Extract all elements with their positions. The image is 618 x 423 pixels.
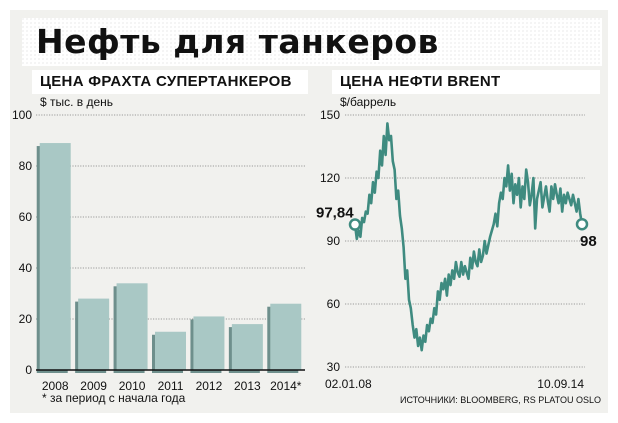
bar xyxy=(78,298,110,370)
start-marker xyxy=(348,218,362,231)
line-y-tick-label: 120 xyxy=(320,171,340,185)
line-y-tick-label: 150 xyxy=(320,108,340,122)
bar-x-tick-label: 2013 xyxy=(234,379,261,393)
title-texture xyxy=(22,18,602,66)
end-value-label: 98 xyxy=(580,233,597,250)
page-title: Нефть для танкеров xyxy=(36,22,439,61)
bar xyxy=(116,283,148,370)
left-chart-title: ЦЕНА ФРАХТА СУПЕРТАНКЕРОВ xyxy=(40,73,292,90)
bar-x-tick-label: 2010 xyxy=(119,379,146,393)
left-chart-unit: $ тыс. в день xyxy=(40,95,114,109)
line-y-tick-label: 60 xyxy=(327,297,341,311)
left-chart-title-bar: ЦЕНА ФРАХТА СУПЕРТАНКЕРОВ xyxy=(32,70,308,94)
line-x-end-label: 10.09.14 xyxy=(537,377,584,391)
line-y-tick-label: 90 xyxy=(327,234,341,248)
bar xyxy=(193,316,225,370)
brent-price-line xyxy=(353,122,584,352)
bar-x-tick-label: 2011 xyxy=(158,379,184,393)
right-chart-unit: $/баррель xyxy=(340,95,397,109)
end-marker xyxy=(575,217,589,231)
bar-x-tick-label: 2009 xyxy=(80,379,107,393)
right-chart-title: ЦЕНА НЕФТИ BRENT xyxy=(340,73,501,90)
footnote: * за период с начала года xyxy=(42,391,186,405)
bar-y-tick-label: 100 xyxy=(12,108,32,122)
bar-y-tick-label: 80 xyxy=(19,159,33,173)
title-bar: Нефть для танкеров xyxy=(22,18,602,66)
bar xyxy=(39,143,71,370)
bar-y-tick-label: 40 xyxy=(19,261,33,275)
line-y-tick-label: 30 xyxy=(327,360,341,374)
bar xyxy=(155,331,186,370)
right-chart-title-bar: ЦЕНА НЕФТИ BRENT xyxy=(332,70,600,94)
bar xyxy=(231,324,263,370)
source-note: ИСТОЧНИКИ: BLOOMBERG, RS PLATOU OSLO xyxy=(400,395,601,405)
start-value-label: 97,84 xyxy=(316,205,354,222)
bar-y-tick-label: 20 xyxy=(19,312,33,326)
bar-y-tick-label: 0 xyxy=(25,363,32,377)
bar-y-tick-label: 60 xyxy=(19,210,33,224)
line-x-start-label: 02.01.08 xyxy=(325,377,372,391)
bar xyxy=(270,303,302,370)
bar-x-tick-label: 2014* xyxy=(270,379,302,393)
bar-x-tick-label: 2008 xyxy=(42,379,69,393)
bar-x-tick-label: 2012 xyxy=(196,379,223,393)
